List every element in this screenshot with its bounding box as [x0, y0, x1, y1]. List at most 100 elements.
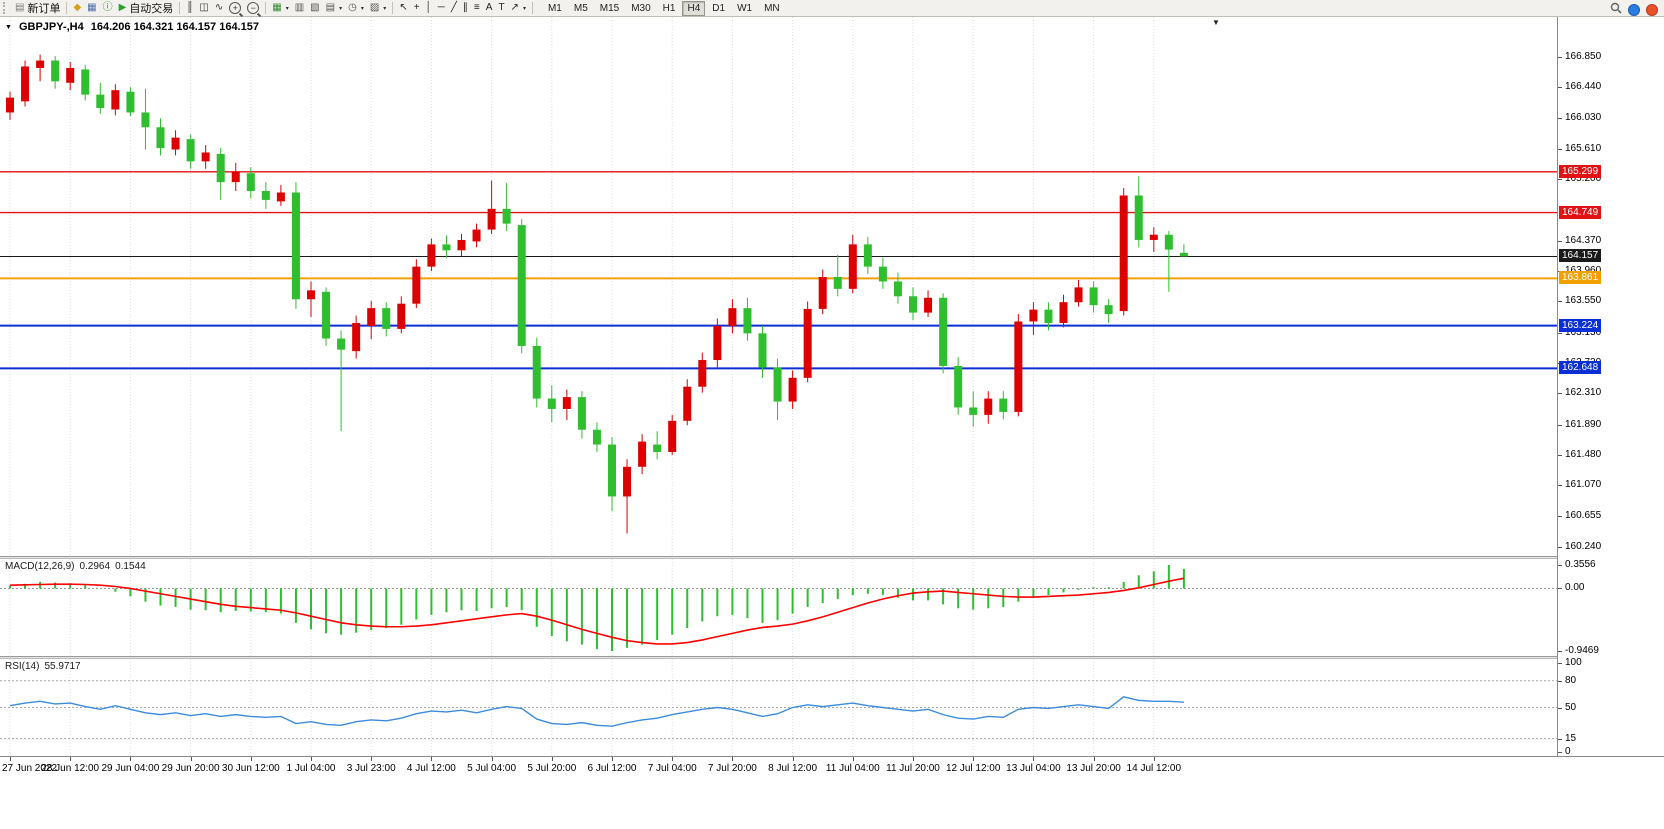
crosshair-icon: +: [413, 2, 420, 13]
price-chart-canvas[interactable]: [0, 17, 1557, 556]
cascade-windows-button[interactable]: ▧: [307, 1, 322, 16]
macd-canvas[interactable]: [0, 559, 1557, 656]
zoom-out-button[interactable]: −: [244, 1, 262, 16]
trendline-icon: ╱: [450, 2, 457, 13]
rsi-axis-label: 15: [1565, 732, 1577, 744]
arrows-button[interactable]: ↗ ▾: [508, 1, 529, 16]
price-axis-label: 165.610: [1565, 142, 1602, 154]
timeframe-m30-button[interactable]: M30: [631, 2, 651, 14]
macd-tick: [1558, 650, 1562, 652]
timeframe-d1-button[interactable]: D1: [712, 2, 726, 14]
zoom-in-button[interactable]: +: [226, 1, 244, 16]
line-chart-mode-button[interactable]: ∿: [212, 1, 226, 16]
fibonacci-icon: ≡: [473, 2, 480, 13]
search-icon[interactable]: [1610, 2, 1622, 17]
panel-divider[interactable]: [0, 656, 1664, 659]
timeframe-mn-button[interactable]: MN: [764, 2, 780, 14]
channel-button[interactable]: ∥: [460, 1, 471, 16]
market-button[interactable]: ◆: [70, 1, 84, 16]
price-axis-label: 161.890: [1565, 418, 1602, 430]
grid-button[interactable]: ▦ ▾: [269, 1, 291, 16]
bar-chart-mode-button[interactable]: ║: [183, 1, 196, 16]
candle: [261, 182, 270, 209]
time-tick: [672, 757, 674, 761]
timeframe-m15-button[interactable]: M15: [599, 2, 620, 14]
candle: [1164, 231, 1173, 292]
candle: [1134, 176, 1143, 248]
horizontal-line-button[interactable]: ─: [435, 1, 448, 16]
rsi-tick: [1558, 707, 1562, 709]
price-tick: [1558, 332, 1562, 334]
toolbar-grip[interactable]: [3, 2, 9, 14]
template-button[interactable]: ▨ ▾: [367, 1, 389, 16]
time-tick: [1033, 757, 1035, 761]
crosshair-button[interactable]: +: [411, 1, 423, 16]
new-order-button[interactable]: ▤ 新订单: [12, 1, 63, 16]
new-chart-button[interactable]: ▤ ▾: [323, 1, 345, 16]
toolbar-separator: [392, 2, 394, 14]
notification-icon-red[interactable]: [1646, 3, 1658, 16]
tile-windows-icon: ▥: [294, 2, 305, 13]
timeframe-m1-button[interactable]: M1: [547, 2, 562, 14]
time-tick: [551, 757, 553, 761]
trendline-button[interactable]: ╱: [448, 1, 460, 16]
timeframe-w1-button[interactable]: W1: [737, 2, 753, 14]
time-axis-label: 5 Jul 04:00: [467, 763, 517, 774]
candle: [547, 385, 556, 423]
timeframe-h4-button[interactable]: H4: [682, 0, 706, 16]
time-tick: [311, 757, 312, 761]
time-axis-label: 29 Jun 20:00: [161, 763, 220, 774]
text-label-button[interactable]: T: [495, 1, 507, 16]
chart-shift-marker[interactable]: ▼: [1212, 18, 1220, 27]
candle: [1044, 302, 1053, 331]
chart-menu-icon[interactable]: ▼: [5, 23, 12, 31]
candle: [367, 300, 376, 340]
tile-windows-button[interactable]: ▥: [292, 1, 307, 16]
text-button[interactable]: A: [483, 1, 496, 16]
candle: [954, 357, 963, 415]
timeframe-m5-button[interactable]: M5: [573, 2, 588, 14]
period-button[interactable]: ◷ ▾: [345, 1, 367, 16]
price-axis[interactable]: 166.850 166.440 166.030 165.610 165.200 164.3…: [1557, 17, 1664, 757]
candle: [171, 130, 180, 156]
candle: [788, 370, 797, 409]
fibonacci-button[interactable]: ≡: [471, 1, 483, 16]
candle: [6, 91, 14, 120]
toolbar-separator: [179, 2, 181, 14]
rsi-axis-label: 100: [1565, 657, 1582, 668]
price-axis-label: 163.130: [1565, 326, 1602, 338]
cursor-button[interactable]: ↖: [396, 1, 410, 16]
chart-windows-button[interactable]: ▦: [84, 1, 99, 16]
time-axis-label: 14 Jul 12:00: [1126, 763, 1182, 774]
candle: [1059, 294, 1068, 328]
candle: [818, 269, 827, 315]
candlestick-mode-button[interactable]: ◫: [196, 1, 211, 16]
new-order-icon: ▤: [15, 2, 25, 13]
info-button[interactable]: ⓘ: [100, 1, 116, 16]
vertical-line-button[interactable]: │: [423, 1, 435, 16]
auto-trading-button[interactable]: ▶ 自动交易: [116, 1, 177, 16]
toolbar-separator: [66, 2, 68, 14]
chart-windows-icon: ▦: [87, 2, 97, 13]
macd-axis-label: 0.3556: [1565, 558, 1596, 570]
candle: [743, 297, 752, 341]
price-tick: [1558, 516, 1562, 518]
time-tick: [431, 757, 433, 761]
timeframe-h1-button[interactable]: H1: [662, 2, 676, 14]
candle: [216, 148, 225, 200]
rsi-canvas[interactable]: [0, 659, 1557, 756]
candle: [66, 62, 75, 91]
time-axis[interactable]: 27 Jun 2022 28 Jun 12:00 29 Jun 04:00 29 Ju…: [0, 757, 1557, 783]
notification-icon-blue[interactable]: [1628, 3, 1640, 16]
rsi-line: [9, 696, 1184, 727]
macd-signal-line: [9, 577, 1185, 645]
new-order-label: 新订单: [27, 3, 61, 15]
price-axis-label: 166.850: [1565, 50, 1602, 62]
candle: [668, 414, 677, 455]
auto-trading-label: 自动交易: [129, 3, 174, 15]
price-tick: [1558, 485, 1562, 487]
price-tick: [1558, 546, 1562, 548]
panel-divider[interactable]: [0, 556, 1664, 559]
time-tick: [612, 757, 613, 761]
candle: [1074, 279, 1083, 307]
